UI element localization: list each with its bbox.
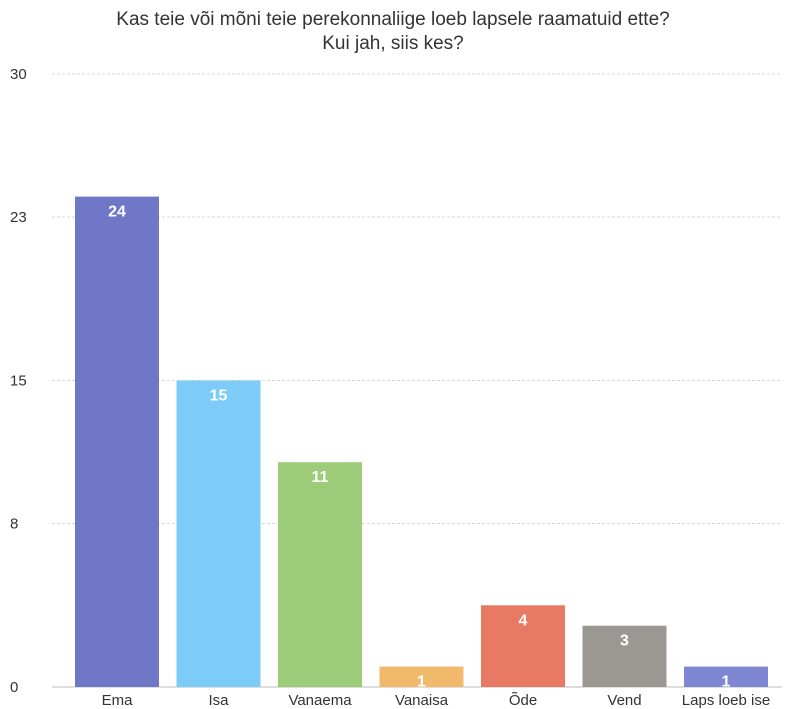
y-tick-label: 8 [10,516,18,533]
data-label: 4 [519,612,528,629]
y-axis-ticks: 0 8 15 23 30 [10,66,27,696]
y-tick-label: 0 [10,679,18,696]
category-label: Isa [208,692,229,709]
bars [75,196,768,687]
data-label: 15 [210,388,228,405]
category-label: Vanaema [288,692,352,709]
data-label: 11 [312,469,329,486]
data-label: 24 [108,204,126,221]
bar [379,666,464,687]
chart-title: Kas teie või mõni teie perekonnaliige lo… [0,8,786,56]
category-label: Laps loeb ise [682,692,770,709]
chart-title-line-2: Kui jah, siis kes? [322,33,464,54]
bar [75,196,159,687]
category-label: Õde [509,692,537,709]
category-label: Ema [102,692,134,709]
bar [582,625,667,687]
data-label: 1 [722,674,731,691]
data-label: 1 [417,674,426,691]
bar [278,462,362,687]
y-tick-label: 15 [10,373,27,390]
grid-lines [52,73,782,688]
y-tick-label: 23 [10,209,27,226]
chart-title-line-1: Kas teie või mõni teie perekonnaliige lo… [116,9,670,30]
bar [684,666,768,687]
x-axis-categories: Ema Isa Vanaema Vanaisa Õde Vend Laps loeb ise [102,692,771,709]
y-tick-label: 30 [10,66,27,83]
category-label: Vanaisa [395,692,449,709]
category-label: Vend [607,692,641,709]
data-label: 3 [620,633,629,650]
bar [481,605,565,687]
bar [176,380,261,687]
